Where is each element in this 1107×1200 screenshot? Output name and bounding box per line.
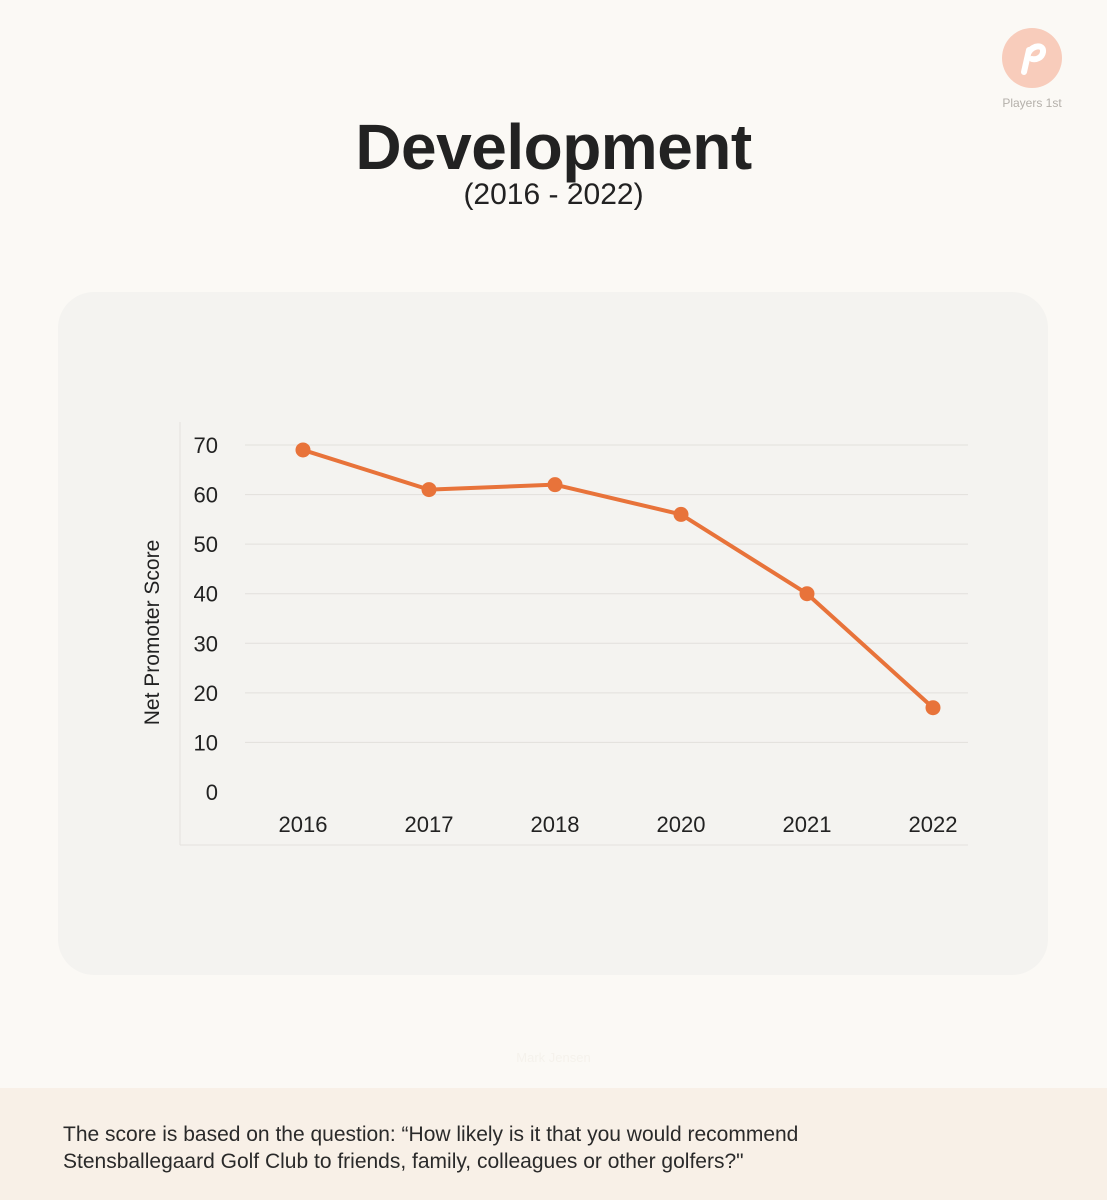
footer-line-1: The score is based on the question: “How… xyxy=(63,1123,799,1146)
x-tick-label: 2022 xyxy=(909,812,958,837)
footer-line-2: Stensballegaard Golf Club to friends, fa… xyxy=(63,1150,744,1173)
page-title: Development xyxy=(355,111,752,183)
page-subtitle: (2016 - 2022) xyxy=(463,178,644,211)
footer: The score is based on the question: “How… xyxy=(0,1088,1107,1200)
data-point xyxy=(421,482,437,498)
y-tick-label: 60 xyxy=(194,483,218,508)
y-tick-label: 70 xyxy=(194,433,218,458)
data-point xyxy=(673,506,689,522)
faint-label: Mark Jensen xyxy=(516,1050,591,1065)
nps-line-chart: 0 10 20 30 40 50 60 70 Net Promoter Score 2016 201… xyxy=(141,422,968,846)
data-point xyxy=(295,442,311,458)
y-tick-label: 20 xyxy=(194,681,218,706)
footer-note: The score is based on the question: “How… xyxy=(63,1121,963,1175)
brand-logo: Players 1st xyxy=(998,28,1066,110)
data-point xyxy=(925,700,941,716)
logo-text: Players 1st xyxy=(1002,96,1062,110)
y-tick-label: 50 xyxy=(194,532,218,557)
series-line xyxy=(301,447,935,710)
x-tick-label: 2016 xyxy=(279,812,328,837)
y-tick-label: 0 xyxy=(206,780,218,805)
y-axis-label: Net Promoter Score xyxy=(141,540,164,726)
data-point xyxy=(547,477,563,493)
y-tick-label: 30 xyxy=(194,631,218,656)
players-first-logo-icon xyxy=(1002,28,1062,88)
x-tick-label: 2018 xyxy=(531,812,580,837)
x-tick-label: 2021 xyxy=(783,812,832,837)
chart-card: 0 10 20 30 40 50 60 70 Net Promoter Score 2016 201… xyxy=(58,292,1048,975)
x-tick-label: 2020 xyxy=(657,812,706,837)
y-tick-label: 40 xyxy=(194,582,218,607)
data-point xyxy=(799,586,815,602)
y-tick-label: 10 xyxy=(194,730,218,755)
x-tick-label: 2017 xyxy=(405,812,454,837)
